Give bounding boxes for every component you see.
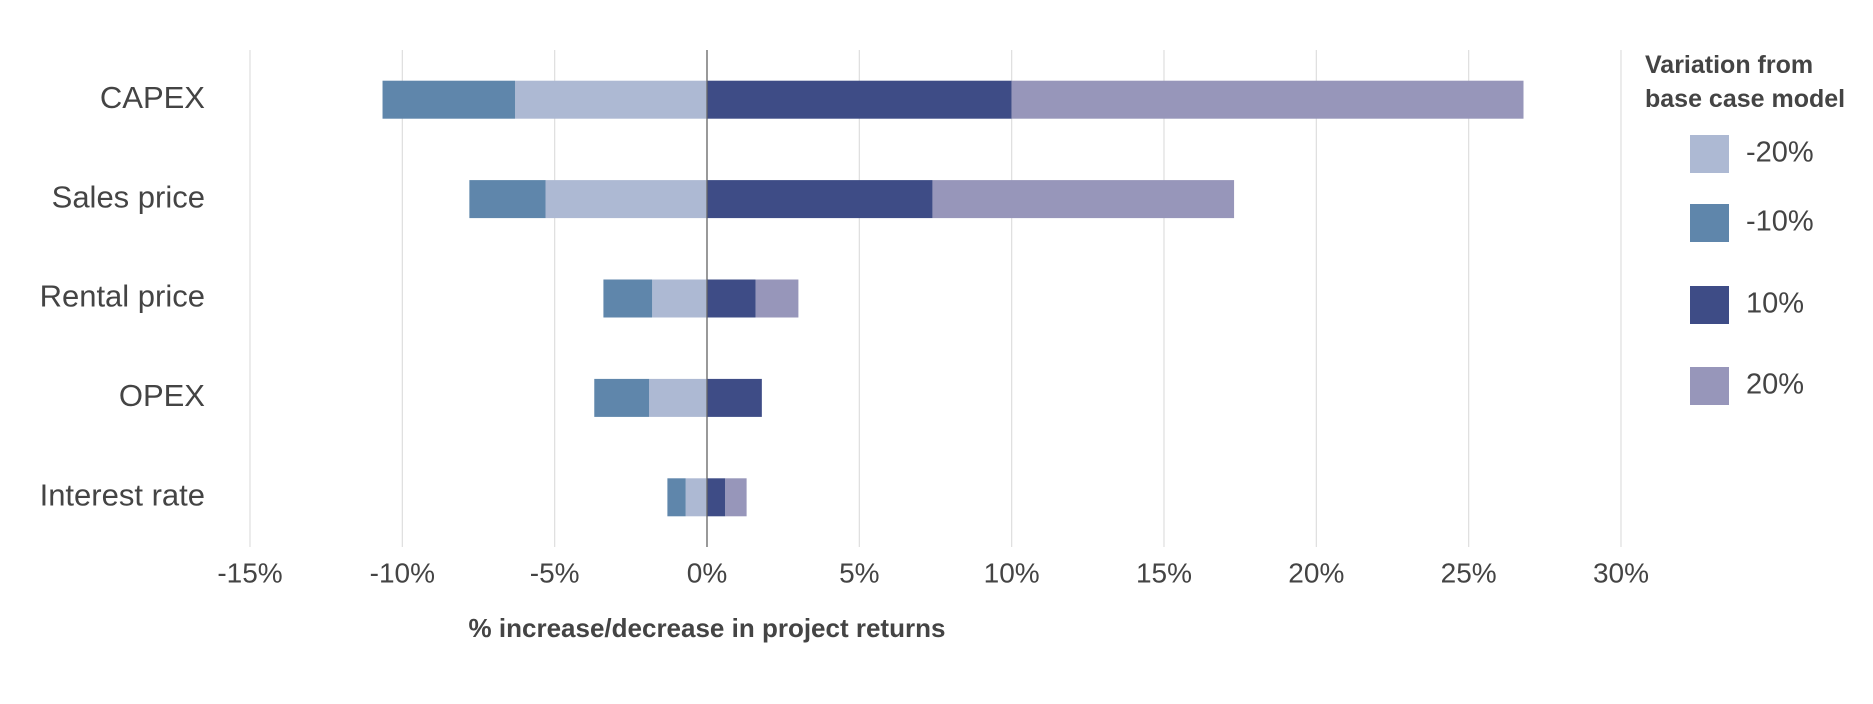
category-label: Interest rate	[40, 477, 205, 512]
x-axis-title: % increase/decrease in project returns	[469, 613, 946, 643]
bar-segment	[707, 180, 933, 219]
x-tick-label: 30%	[1593, 557, 1649, 588]
category-label: Sales price	[52, 179, 205, 214]
category-label: OPEX	[119, 378, 205, 413]
x-tick-label: -10%	[370, 557, 435, 588]
bar-segment	[707, 279, 756, 318]
bar-segment	[932, 180, 1235, 219]
bar-segment	[545, 180, 707, 219]
x-tick-label: 20%	[1288, 557, 1344, 588]
bar-segment	[469, 180, 546, 219]
legend-label: -10%	[1746, 206, 1814, 238]
bar-segment	[725, 478, 747, 517]
bar-segment	[594, 378, 650, 417]
category-label: Rental price	[40, 279, 205, 314]
bar-segment	[707, 378, 762, 417]
bar-segment	[707, 478, 726, 517]
x-tick-label: -5%	[530, 557, 580, 588]
x-tick-label: 5%	[839, 557, 879, 588]
legend-label: 20%	[1746, 369, 1804, 401]
bar-segment	[667, 478, 686, 517]
bar-segment	[707, 80, 1012, 119]
bar-segment	[649, 378, 707, 417]
legend-label: -20%	[1746, 137, 1814, 169]
bar-segment	[652, 279, 707, 318]
bar-segment	[755, 279, 799, 318]
legend-swatch	[1690, 286, 1729, 324]
bar-segment	[685, 478, 707, 517]
legend-swatch	[1690, 367, 1729, 405]
legend-label: 10%	[1746, 288, 1804, 320]
bar-segment	[603, 279, 653, 318]
bar-segment	[515, 80, 707, 119]
x-tick-label: 25%	[1441, 557, 1497, 588]
legend-swatch	[1690, 135, 1729, 173]
bar-segment	[1011, 80, 1524, 119]
x-tick-label: -15%	[217, 557, 282, 588]
x-tick-label: 10%	[984, 557, 1040, 588]
legend-title: Variation from base case model	[1645, 51, 1846, 113]
x-tick-label: 0%	[687, 557, 727, 588]
x-tick-label: 15%	[1136, 557, 1192, 588]
legend-swatch	[1690, 204, 1729, 242]
category-label: CAPEX	[100, 80, 205, 115]
bar-segment	[382, 80, 516, 119]
